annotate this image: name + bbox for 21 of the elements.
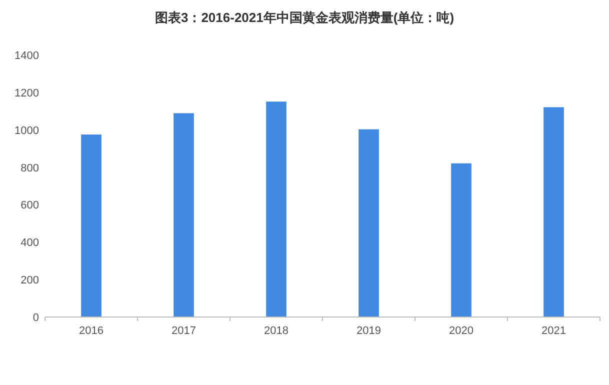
bar — [358, 129, 379, 317]
y-tick-label: 0 — [32, 312, 39, 324]
y-tick-label: 200 — [20, 274, 39, 287]
y-tick-label: 400 — [20, 237, 39, 250]
bar — [81, 134, 102, 317]
x-tick-label: 2019 — [356, 325, 381, 337]
x-tick-label: 2016 — [79, 325, 104, 337]
y-tick-label: 600 — [20, 200, 39, 212]
bar — [451, 163, 472, 317]
x-tick-label: 2021 — [542, 325, 566, 337]
bar — [266, 102, 286, 317]
y-tick-label: 1200 — [14, 87, 39, 100]
chart-title: 图表3：2016-2021年中国黄金表观消费量(单位：吨) — [154, 10, 454, 25]
y-tick-label: 800 — [20, 162, 39, 174]
bar — [544, 107, 564, 317]
x-tick-label: 2020 — [449, 325, 474, 337]
bar — [174, 113, 194, 317]
x-tick-label: 2018 — [264, 325, 288, 337]
y-tick-label: 1400 — [14, 50, 39, 62]
x-tick-label: 2017 — [172, 325, 196, 337]
y-tick-label: 1000 — [14, 124, 39, 137]
